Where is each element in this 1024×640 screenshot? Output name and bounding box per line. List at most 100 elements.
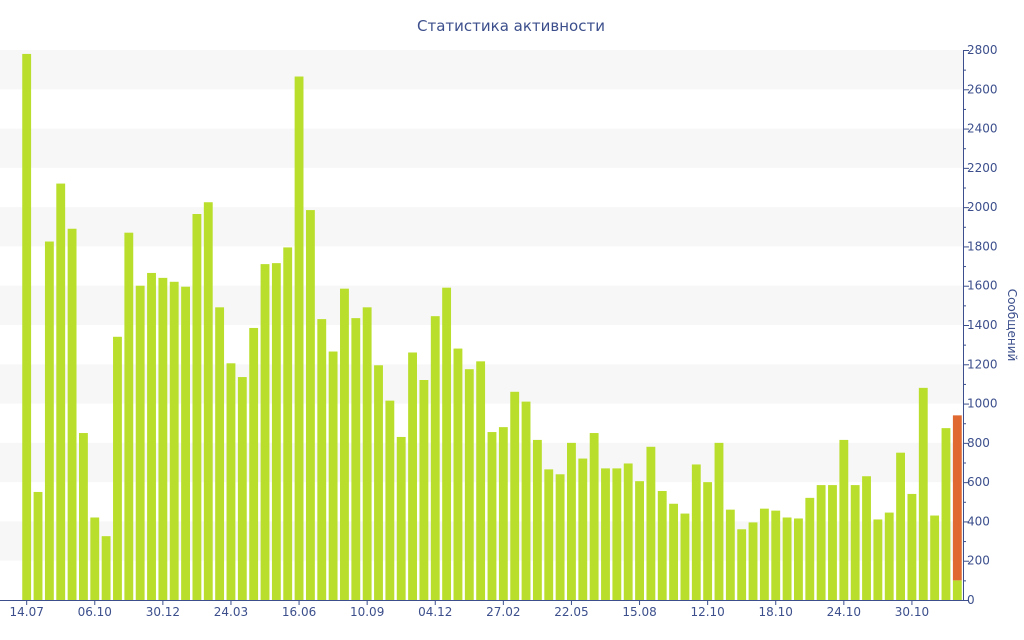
x-tick-label: 15.08 — [622, 605, 656, 619]
bar — [203, 202, 213, 601]
bar — [33, 491, 43, 600]
bar — [487, 432, 497, 600]
y-axis-ticks: 0 200 400 600 800 1000 1200 1400 1600 1800 2000 220… — [963, 43, 998, 607]
bar — [759, 508, 769, 600]
bar — [589, 433, 599, 600]
bar — [635, 481, 644, 600]
bar — [907, 493, 917, 600]
bar — [839, 439, 849, 600]
bar — [680, 513, 690, 600]
bar — [237, 377, 247, 600]
bar — [442, 287, 452, 600]
bar — [147, 272, 156, 600]
bar — [930, 515, 940, 600]
bar — [22, 53, 32, 601]
grid-band — [0, 128, 963, 168]
bar — [396, 436, 406, 600]
bar — [555, 474, 565, 600]
bar — [601, 468, 610, 600]
bar — [612, 468, 622, 600]
bar — [374, 365, 383, 600]
x-tick-label: 18.10 — [759, 605, 793, 619]
bar — [453, 348, 463, 600]
x-tick-label: 04.12 — [418, 605, 452, 619]
bar — [192, 214, 202, 600]
bar — [737, 529, 747, 600]
bar — [67, 228, 77, 600]
bar — [862, 476, 871, 600]
bar — [725, 509, 735, 600]
bar — [691, 464, 701, 600]
y-tick-label: 1200 — [967, 357, 998, 371]
y-tick-label: 1600 — [967, 279, 998, 293]
bar — [215, 307, 225, 600]
y-tick-label: 2600 — [967, 82, 998, 96]
bar — [816, 485, 826, 600]
y-tick-label: 2400 — [967, 122, 998, 136]
bar — [578, 458, 588, 600]
bar — [510, 391, 520, 600]
y-tick-label: 600 — [967, 475, 990, 489]
x-tick-label: 27.02 — [486, 605, 520, 619]
bar — [544, 469, 554, 601]
bar — [623, 463, 633, 600]
bar — [896, 452, 905, 600]
x-tick-label: 22.05 — [554, 605, 588, 619]
bar-highlight — [952, 415, 962, 581]
x-tick-label: 06.10 — [78, 605, 112, 619]
bar — [419, 380, 429, 600]
bar — [44, 241, 54, 600]
bar — [873, 519, 883, 600]
bars-group — [22, 53, 962, 601]
bar — [271, 263, 281, 601]
bar — [714, 442, 724, 600]
bar — [305, 210, 315, 600]
bar — [90, 517, 100, 600]
bar — [79, 433, 88, 600]
bar — [430, 316, 440, 600]
bar — [56, 183, 66, 600]
bar — [385, 400, 395, 601]
bar — [464, 369, 474, 600]
bar — [283, 247, 293, 600]
bar — [226, 363, 236, 600]
bar — [532, 439, 542, 600]
bar — [158, 277, 168, 600]
y-tick-label: 0 — [967, 593, 975, 607]
x-tick-label: 16.06 — [282, 605, 316, 619]
bar — [646, 446, 656, 600]
bar — [294, 76, 304, 600]
x-axis-ticks: 14.07 06.10 30.12 24.03 16.06 10.09 04.12 27.02… — [9, 600, 929, 619]
y-tick-label: 400 — [967, 514, 990, 528]
bar — [408, 352, 417, 600]
bar — [657, 490, 667, 600]
x-tick-label: 24.10 — [827, 605, 861, 619]
y-tick-label: 200 — [967, 554, 990, 568]
bar — [101, 536, 111, 600]
y-tick-label: 2200 — [967, 161, 998, 175]
grid-bands — [0, 50, 963, 561]
bar — [782, 517, 792, 600]
bar — [748, 522, 758, 600]
bar — [521, 401, 531, 600]
y-tick-label: 1000 — [967, 397, 998, 411]
bar — [884, 512, 894, 600]
bar — [135, 285, 145, 600]
bar — [941, 428, 951, 601]
bar — [113, 336, 122, 600]
bar — [703, 482, 713, 600]
bar — [771, 510, 781, 601]
y-tick-label: 2000 — [967, 200, 998, 214]
bar — [567, 442, 576, 600]
bar — [476, 361, 486, 600]
x-tick-label: 14.07 — [9, 605, 43, 619]
bar — [669, 503, 679, 600]
x-tick-label: 24.03 — [214, 605, 248, 619]
bar — [124, 232, 134, 600]
y-tick-label: 1800 — [967, 239, 998, 253]
y-axis-title: Сообщений — [1005, 289, 1019, 362]
grid-band — [0, 50, 963, 90]
bar — [328, 351, 338, 600]
x-tick-label: 10.09 — [350, 605, 384, 619]
